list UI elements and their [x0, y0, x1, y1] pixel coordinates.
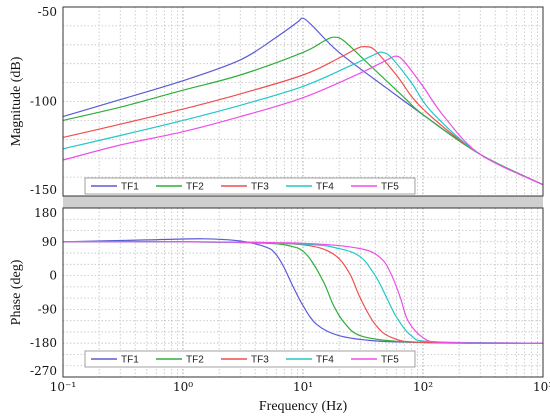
- legend-label-tf1: TF1: [121, 182, 139, 193]
- series-line-tf4: [62, 51, 544, 186]
- phase-y-axis-label: Phase (deg): [9, 259, 24, 325]
- x-ticks: 10⁻¹ 10⁰ 10¹ 10² 10³: [50, 380, 550, 394]
- phase-y-ticks: 180 90 0 -90 -180 -270: [30, 206, 57, 378]
- phase-vertical-grid: [98, 208, 538, 377]
- magnitude-curves: [62, 17, 544, 186]
- legend-box: [84, 350, 416, 368]
- phase-panel: 180 90 0 -90 -180 -270 Phase (deg) TF1 TF2 TF3 TF4…: [9, 206, 550, 414]
- legend-label-tf2: TF2: [186, 355, 204, 366]
- x-axis-label: Frequency (Hz): [259, 399, 348, 414]
- magnitude-legend: TF1 TF2 TF3 TF4 TF5: [84, 177, 416, 195]
- y-tick-label: 90: [42, 235, 57, 249]
- legend-label-tf5: TF5: [381, 355, 399, 366]
- y-tick-label: -50: [38, 5, 57, 19]
- y-tick-label: -180: [30, 336, 57, 350]
- series-line-tf3: [62, 46, 544, 186]
- legend-label-tf1: TF1: [121, 355, 139, 366]
- series-line-tf2: [62, 36, 544, 186]
- legend-box: [84, 177, 416, 195]
- panel-splitter[interactable]: [63, 196, 543, 208]
- x-tick-label: 10²: [413, 380, 433, 394]
- legend-label-tf3: TF3: [251, 182, 269, 193]
- phase-axes-frame: [62, 207, 544, 378]
- y-tick-label: -270: [30, 364, 57, 378]
- series-line-tf5: [62, 241, 544, 344]
- series-line-tf5: [62, 55, 544, 186]
- x-tick-label: 10⁰: [173, 380, 193, 394]
- x-tick-label: 10³: [533, 380, 550, 394]
- phase-curves: [62, 238, 544, 344]
- series-line-tf1: [62, 238, 544, 344]
- legend-label-tf3: TF3: [251, 355, 269, 366]
- y-tick-label: -90: [38, 302, 57, 316]
- y-tick-label: -150: [30, 183, 57, 197]
- x-tick-label: 10⁻¹: [50, 380, 76, 394]
- phase-legend: TF1 TF2 TF3 TF4 TF5: [84, 350, 416, 368]
- legend-label-tf4: TF4: [316, 355, 334, 366]
- y-tick-label: 180: [34, 206, 57, 220]
- magnitude-y-axis-label: Magnitude (dB): [9, 56, 24, 146]
- x-tick-label: 10¹: [293, 380, 313, 394]
- y-tick-label: 0: [49, 269, 57, 283]
- legend-label-tf2: TF2: [186, 182, 204, 193]
- magnitude-y-ticks: -50 -100 -150: [30, 5, 57, 197]
- magnitude-panel: -50 -100 -150 Magnitude (dB) TF1 TF2 TF3 TF4 TF5: [9, 5, 544, 197]
- magnitude-axes-frame: [62, 6, 544, 197]
- legend-label-tf5: TF5: [381, 182, 399, 193]
- y-tick-label: -100: [30, 95, 57, 109]
- legend-label-tf4: TF4: [316, 182, 334, 193]
